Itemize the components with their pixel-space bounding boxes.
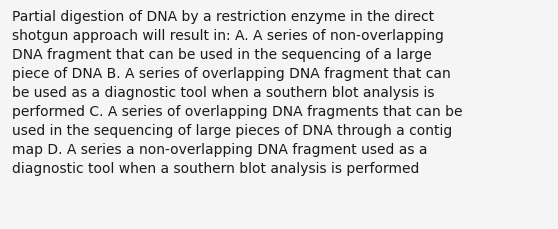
Text: Partial digestion of DNA by a restriction enzyme in the direct
shotgun approach : Partial digestion of DNA by a restrictio… <box>12 10 463 175</box>
